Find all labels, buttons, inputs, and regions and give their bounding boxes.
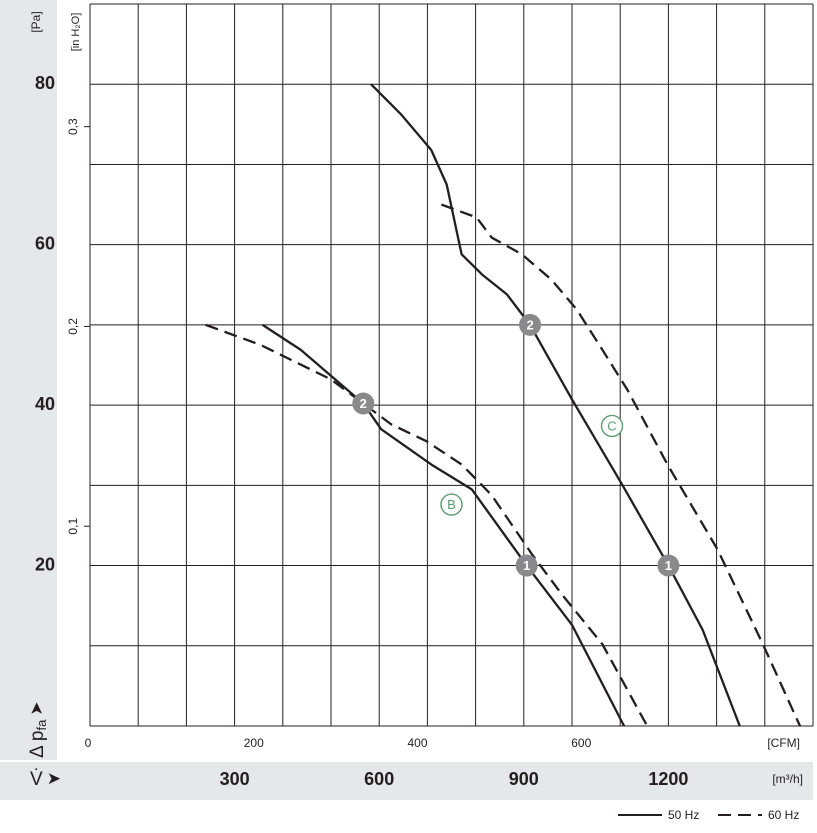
x2-unit: [CFM]: [767, 736, 800, 750]
x-tick-label: 900: [509, 769, 539, 789]
curve-line: [261, 323, 626, 727]
x2-tick-label: 600: [571, 736, 591, 750]
x-tick-label: 600: [364, 769, 394, 789]
y-tick-label: 80: [35, 73, 55, 93]
y2-unit: [in H₂O]: [70, 13, 82, 52]
y-label-arrow: ➤: [27, 701, 46, 715]
y-unit: [Pa]: [29, 11, 43, 32]
legend-label: 60 Hz: [768, 808, 799, 822]
operating-point-label: 1: [523, 558, 530, 573]
operating-point-label: 2: [526, 317, 533, 332]
legend: 50 Hz 60 Hz: [618, 808, 799, 822]
y-tick-label: 20: [35, 554, 55, 574]
curve-label: B: [447, 497, 456, 512]
operating-point: [657, 554, 680, 577]
y-label-sub: fa: [34, 719, 49, 731]
y-label: Δ pfa ➤: [27, 701, 49, 758]
x-label: V̇ ➤: [30, 769, 61, 790]
operating-point: [519, 313, 542, 336]
operating-point: [352, 392, 375, 415]
y2-tick-label: 0,3: [66, 118, 80, 135]
curve-label-circle: [440, 493, 463, 516]
y-label-text: Δ pfa ➤: [27, 701, 49, 758]
x2-tick-label: 200: [244, 736, 264, 750]
curve-line: [205, 323, 649, 727]
x-tick-label: 300: [220, 769, 250, 789]
x2-tick-label: 0: [85, 736, 92, 750]
operating-point-label: 1: [665, 558, 672, 573]
y-axis-band: [0, 0, 57, 760]
x-label-main: V̇: [30, 769, 43, 790]
operating-point: [515, 554, 538, 577]
x-tick-label: 1200: [648, 769, 688, 789]
y-tick-label: 40: [35, 394, 55, 414]
y2-tick-label: 0,2: [66, 318, 80, 335]
x-unit: [m³/h]: [772, 772, 803, 786]
y-tick-label: 60: [35, 233, 55, 253]
y2-tick-label: 0,1: [66, 518, 80, 535]
curve-line: [440, 203, 802, 727]
x-axis-band: [0, 762, 813, 800]
x2-tick-label: 400: [408, 736, 428, 750]
curve-label-circle: [600, 414, 624, 438]
y-label-main: Δ p: [27, 731, 48, 759]
operating-point-label: 2: [360, 396, 367, 411]
x-label-arrow: ➤: [47, 769, 61, 788]
curve-label: C: [607, 418, 616, 433]
legend-label: 50 Hz: [668, 808, 699, 822]
